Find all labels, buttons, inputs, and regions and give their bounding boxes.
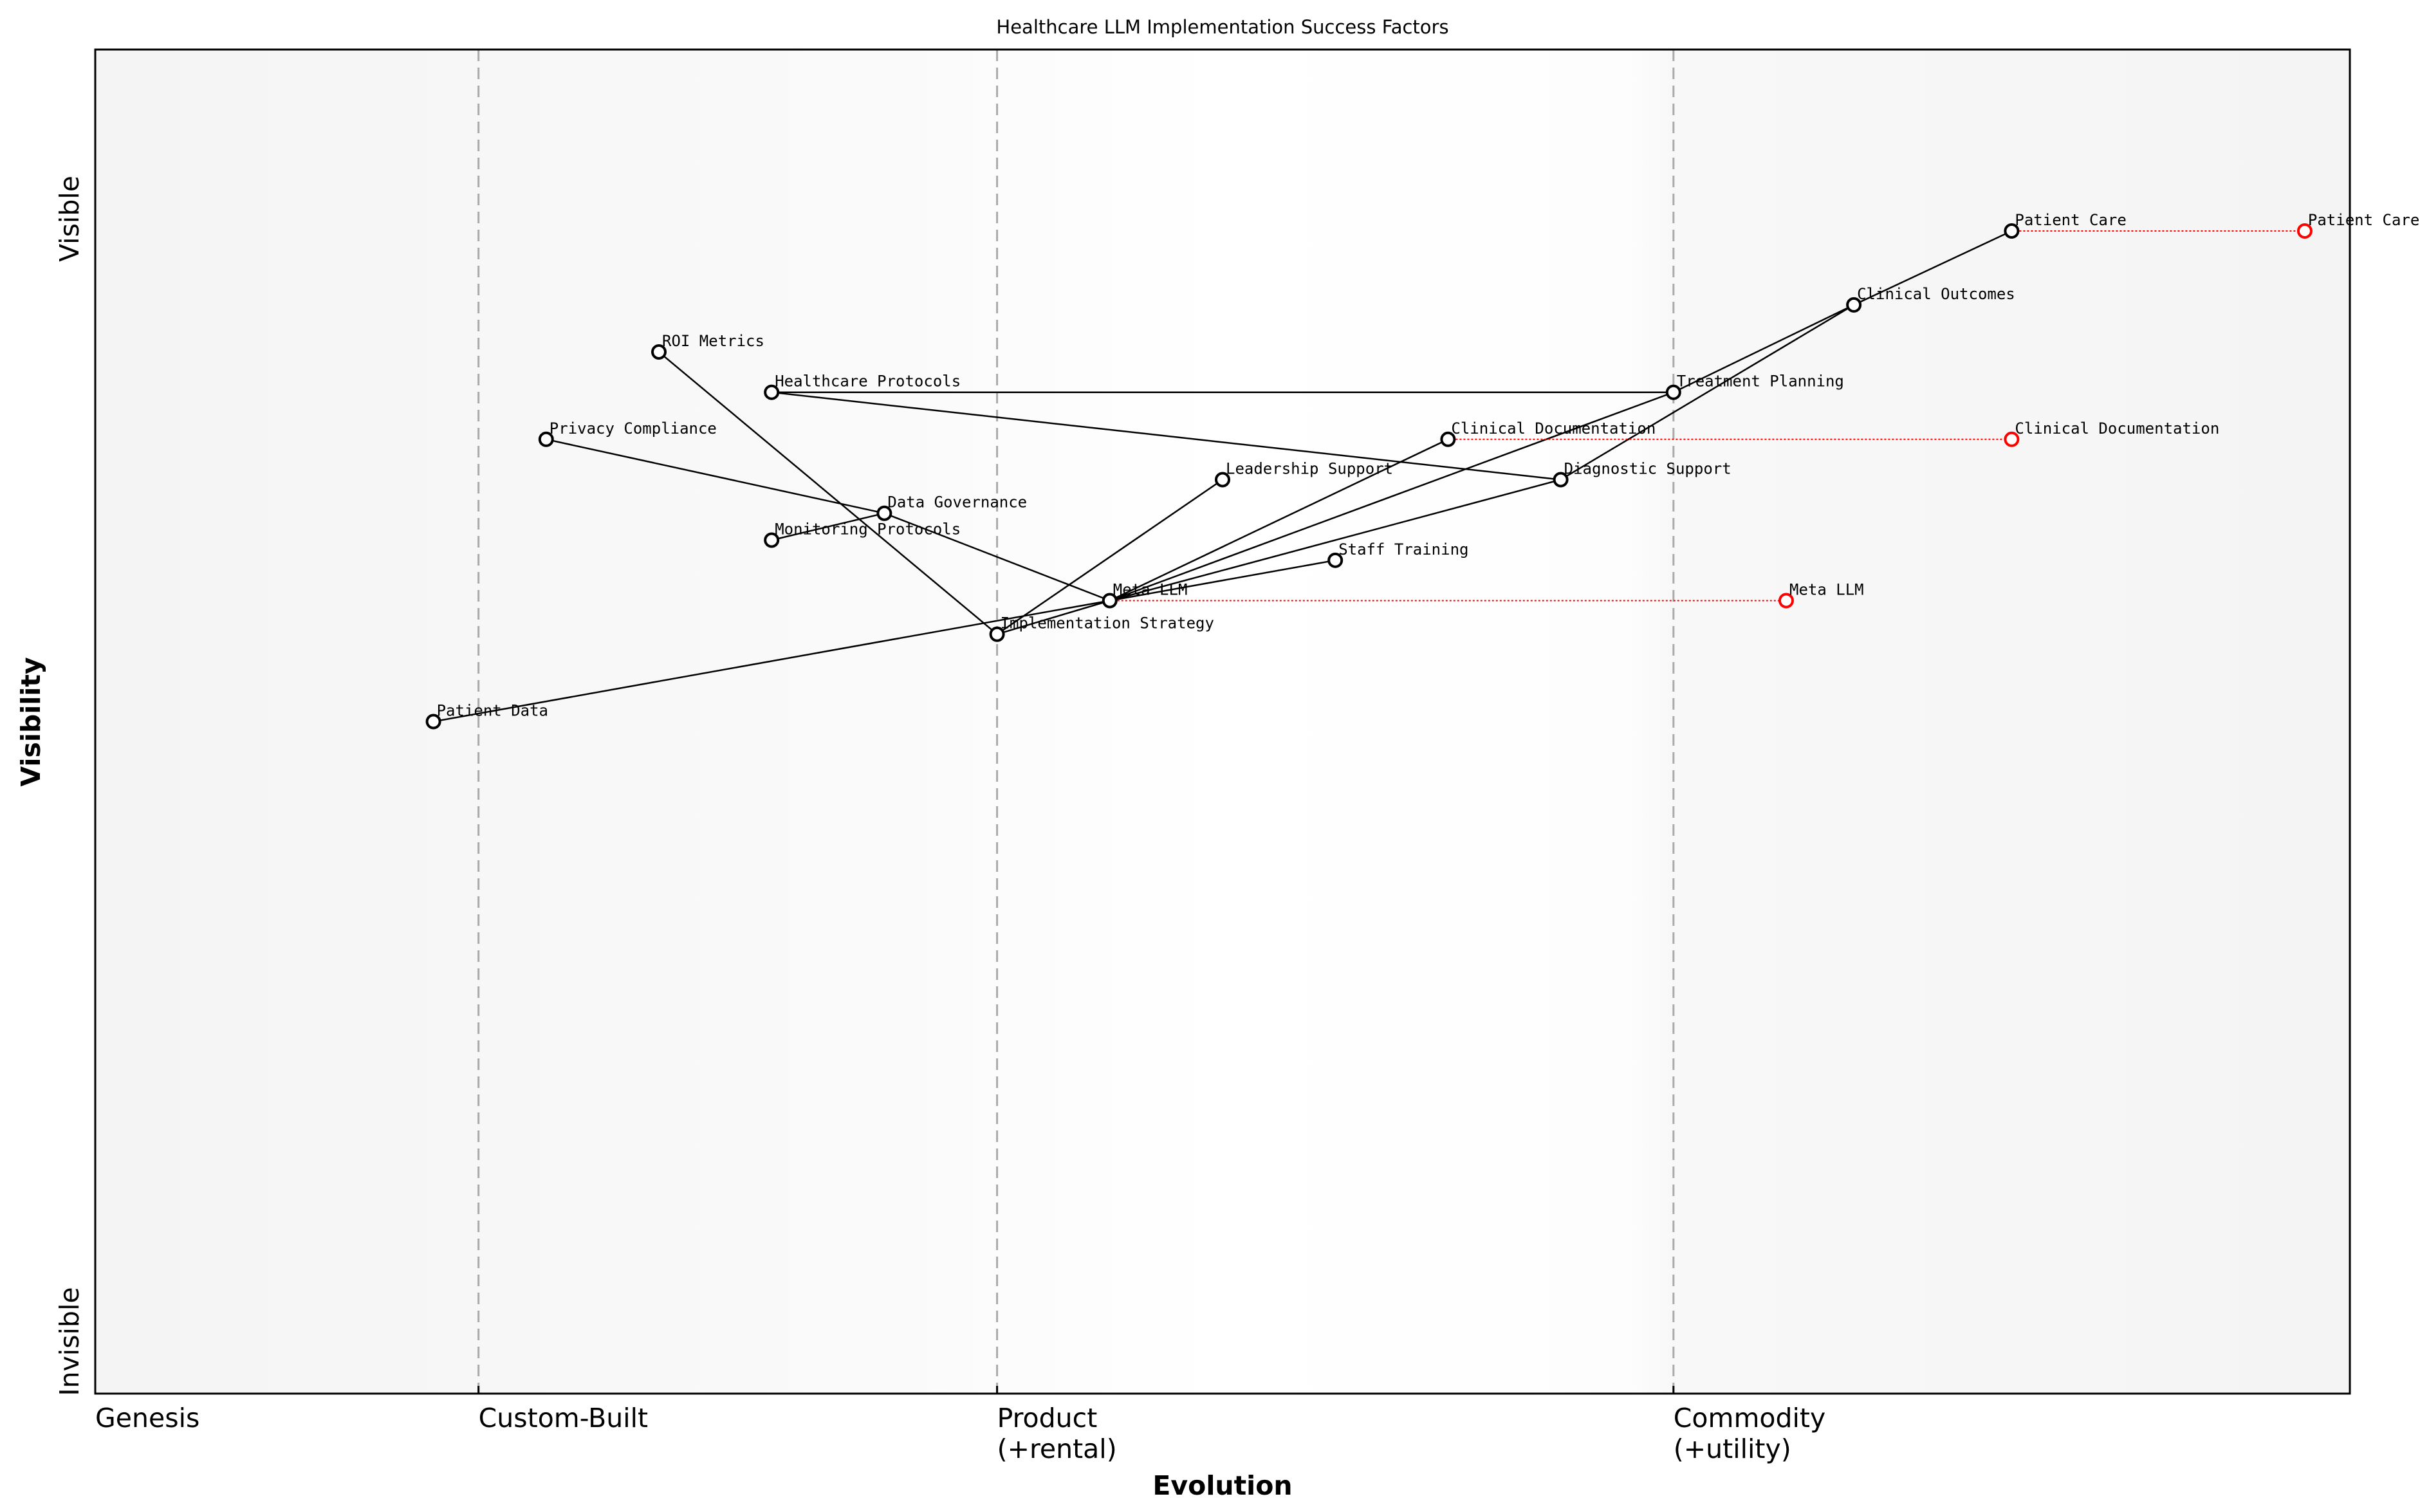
node-healthcare-protocols[interactable]: Healthcare Protocols (764, 373, 961, 400)
node-label: Diagnostic Support (1564, 459, 1732, 477)
node-label: Clinical Documentation (1451, 419, 1656, 438)
node-label: Meta LLM (1113, 580, 1188, 598)
chart-title: Healthcare LLM Implementation Success Fa… (996, 16, 1448, 38)
edge-clinical-outcomes-to-diagnostic-support (1560, 304, 1854, 481)
evolution-arrows: Patient Care Clinical Documentation Meta L… (1109, 211, 2419, 609)
edge-privacy-compliance-to-data-governance (546, 438, 885, 514)
x-axis-label: Evolution (1152, 1470, 1292, 1501)
edge-patient-care-to-clinical-outcomes (1853, 230, 2012, 306)
node-implementation-strategy[interactable]: Implementation Strategy (989, 614, 1214, 642)
evolved-node-marker[interactable] (2296, 223, 2313, 239)
node-marker[interactable] (1553, 472, 1569, 488)
evolved-node-meta-llm[interactable]: Meta LLM (1778, 580, 1864, 609)
node-marker[interactable] (1846, 297, 1862, 313)
node-patient-data[interactable]: Patient Data (425, 702, 548, 730)
node-clinical-documentation[interactable]: Clinical Documentation (1440, 419, 1656, 447)
node-label: Treatment Planning (1677, 373, 1844, 391)
node-monitoring-protocols[interactable]: Monitoring Protocols (764, 520, 961, 548)
node-marker[interactable] (764, 532, 780, 548)
evolved-node-marker[interactable] (1778, 593, 1794, 609)
edge-implementation-strategy-to-meta-llm (997, 600, 1111, 635)
node-label: Implementation Strategy (1001, 614, 1214, 632)
node-label: Leadership Support (1226, 459, 1393, 477)
node-privacy-compliance[interactable]: Privacy Compliance (538, 419, 717, 447)
node-label: Patient Data (437, 702, 548, 720)
node-label: Privacy Compliance (550, 419, 717, 438)
node-label: Patient Care (2015, 211, 2126, 229)
edge-staff-training-to-meta-llm (1109, 559, 1336, 602)
node-data-governance[interactable]: Data Governance (876, 493, 1027, 521)
edge-treatment-planning-to-meta-llm (1109, 391, 1674, 602)
node-roi-metrics[interactable]: ROI Metrics (651, 332, 764, 360)
x-tick-label-genesis: Genesis (95, 1403, 199, 1434)
node-marker[interactable] (764, 384, 780, 400)
edge-clinical-documentation-to-meta-llm (1109, 438, 1448, 602)
node-meta-llm[interactable]: Meta LLM (1102, 580, 1188, 609)
edge-monitoring-protocols-to-data-governance (771, 512, 885, 541)
edge-clinical-outcomes-to-treatment-planning (1673, 304, 1854, 393)
evolved-node-label: Patient Care (2308, 211, 2419, 229)
node-marker[interactable] (1327, 552, 1344, 568)
x-tick-labels: Genesis Custom-Built Product (+rental) Commo… (95, 1386, 1825, 1464)
node-label: Data Governance (887, 493, 1027, 512)
node-staff-training[interactable]: Staff Training (1327, 540, 1468, 568)
node-leadership-support[interactable]: Leadership Support (1215, 459, 1393, 488)
node-label: Clinical Outcomes (1857, 285, 2015, 303)
edge-diagnostic-support-to-meta-llm (1109, 479, 1561, 602)
y-bottom-label: Invisible (54, 1287, 85, 1396)
edge-leadership-support-to-implementation-strategy (996, 479, 1223, 635)
y-axis-label: Visibility (15, 657, 46, 786)
evolved-node-label: Clinical Documentation (2015, 419, 2219, 438)
node-diagnostic-support[interactable]: Diagnostic Support (1553, 459, 1732, 488)
edge-patient-data-to-meta-llm (433, 600, 1111, 723)
nodes: Patient Care Clinical Outcomes Treatment P… (425, 211, 2127, 730)
evolved-node-label: Meta LLM (1789, 580, 1864, 598)
evolved-node-patient-care[interactable]: Patient Care (2296, 211, 2419, 239)
node-label: Healthcare Protocols (775, 373, 961, 391)
evolved-node-clinical-documentation[interactable]: Clinical Documentation (2004, 419, 2219, 447)
node-marker[interactable] (651, 344, 667, 360)
evolved-node-marker[interactable] (2004, 431, 2020, 447)
node-treatment-planning[interactable]: Treatment Planning (1665, 373, 1844, 400)
edge-data-governance-to-meta-llm (883, 512, 1111, 602)
stage-lines (477, 50, 1675, 1394)
node-clinical-outcomes[interactable]: Clinical Outcomes (1846, 285, 2015, 313)
node-label: ROI Metrics (662, 332, 764, 350)
plot-frame (94, 48, 2351, 1395)
node-marker[interactable] (989, 626, 1005, 642)
node-marker[interactable] (425, 714, 441, 730)
node-patient-care[interactable]: Patient Care (2004, 211, 2127, 239)
node-marker[interactable] (538, 431, 554, 447)
x-tick-label-commodity: Commodity (+utility) (1674, 1403, 1825, 1464)
edges (433, 230, 2012, 723)
node-marker[interactable] (1665, 384, 1681, 400)
node-label: Monitoring Protocols (775, 520, 961, 538)
node-marker[interactable] (1215, 472, 1230, 488)
node-label: Staff Training (1338, 540, 1468, 558)
plot-background (95, 50, 2350, 1394)
node-marker[interactable] (1440, 431, 1456, 447)
node-marker[interactable] (2004, 223, 2020, 239)
edge-roi-metrics-to-implementation-strategy (658, 351, 998, 635)
y-top-label: Visible (54, 176, 85, 262)
x-tick-label-product: Product (+rental) (997, 1403, 1117, 1464)
node-marker[interactable] (1102, 593, 1118, 609)
x-tick-label-custom-built: Custom-Built (479, 1403, 648, 1434)
node-marker[interactable] (876, 505, 892, 521)
edge-healthcare-protocols-to-diagnostic-support (771, 391, 1561, 481)
